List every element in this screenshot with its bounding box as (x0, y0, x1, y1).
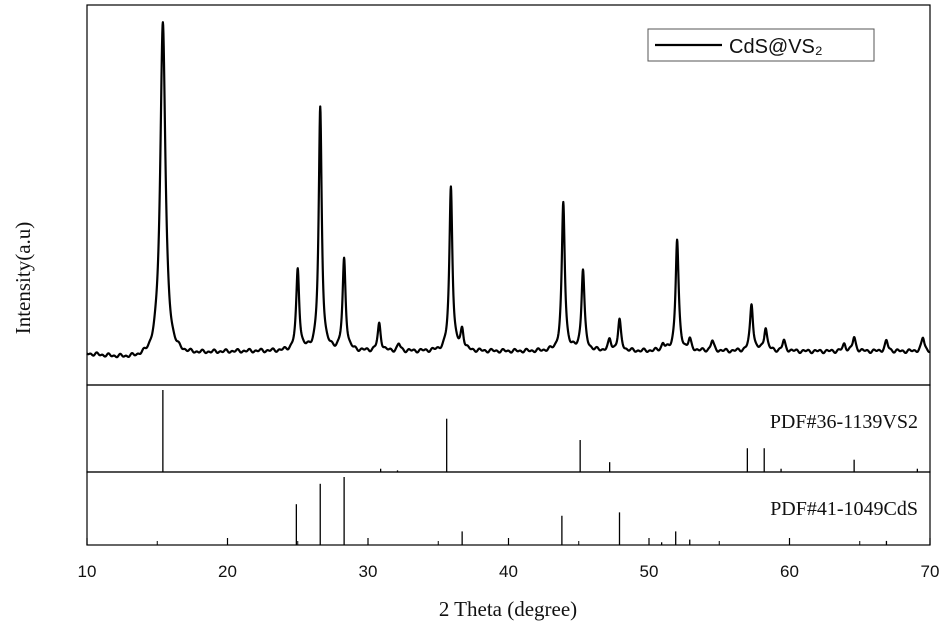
reference-1-label: PDF#36-1139VS2 (770, 411, 918, 433)
x-tick-label: 60 (780, 562, 799, 581)
main-panel (87, 5, 930, 385)
x-axis-title: 2 Theta (degree) (439, 597, 577, 621)
y-axis-title: Intensity(a.u) (11, 222, 35, 335)
x-tick-label: 30 (359, 562, 378, 581)
legend-label: CdS@VS₂ (729, 36, 823, 58)
main-panel-frame (87, 5, 930, 385)
x-tick-label: 50 (640, 562, 659, 581)
x-tick-label: 20 (218, 562, 237, 581)
reference-panels: PDF#36-1139VS2 PDF#41-1049CdS (87, 385, 930, 545)
cds-vs2-pattern-line (87, 22, 930, 357)
reference-2-label: PDF#41-1049CdS (770, 498, 918, 520)
x-tick-label: 10 (78, 562, 97, 581)
legend: CdS@VS₂ (648, 29, 874, 61)
x-tick-label: 70 (921, 562, 940, 581)
x-tick-label: 40 (499, 562, 518, 581)
